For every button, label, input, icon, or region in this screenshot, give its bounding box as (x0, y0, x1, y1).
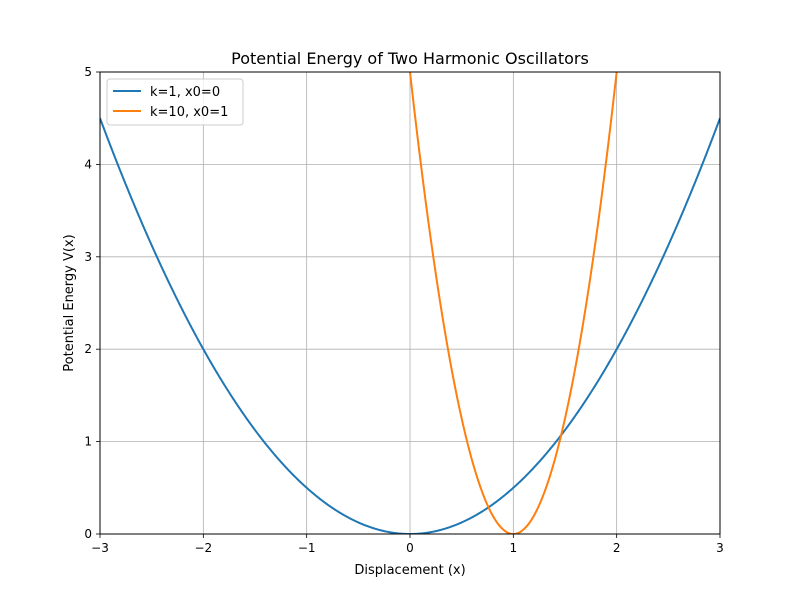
series-line-2 (408, 72, 618, 534)
x-tick-label: −3 (91, 541, 109, 555)
legend-label-1: k=1, x0=0 (150, 85, 220, 100)
y-tick-label: 1 (84, 435, 92, 449)
y-tick-label: 3 (84, 250, 92, 264)
y-axis-label: Potential Energy V(x) (62, 234, 77, 371)
x-tick-label: −2 (194, 541, 212, 555)
y-tick-label: 2 (84, 342, 92, 356)
x-tick-label: 0 (406, 541, 414, 555)
y-tick-label: 5 (84, 65, 92, 79)
x-tick-label: 2 (613, 541, 621, 555)
y-tick-label: 4 (84, 157, 92, 171)
x-tick-label: −1 (298, 541, 316, 555)
y-tick-label: 0 (84, 527, 92, 541)
x-tick-label: 1 (510, 541, 518, 555)
series-group (100, 72, 720, 534)
x-axis-label: Displacement (x) (354, 563, 465, 578)
chart-title: Potential Energy of Two Harmonic Oscilla… (231, 49, 589, 68)
series-line-1 (100, 117, 720, 534)
x-tick-label: 3 (716, 541, 724, 555)
legend-label-2: k=10, x0=1 (150, 105, 228, 120)
ticks: −3 −2 −1 0 1 2 3 0 1 2 3 4 5 (84, 65, 723, 555)
legend: k=1, x0=0 k=10, x0=1 (106, 78, 244, 126)
